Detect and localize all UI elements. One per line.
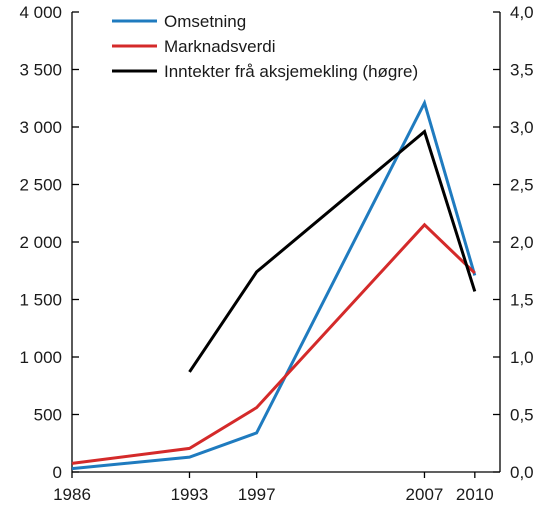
- legend-label-3: Inntekter frå aksjemekling (høgre): [164, 62, 418, 81]
- y-left-tick-label: 0: [53, 463, 62, 482]
- x-tick-label: 1986: [53, 485, 91, 504]
- y-left-tick-label: 2 500: [19, 176, 62, 195]
- y-right-tick-label: 2,5: [510, 176, 534, 195]
- series-line-3: [188, 129, 477, 373]
- legend-label-1: Omsetning: [164, 12, 246, 31]
- series-line-2: [71, 222, 476, 465]
- series-line-1: [71, 98, 477, 471]
- y-right-tick-label: 0,0: [510, 463, 534, 482]
- y-right-tick-label: 4,0: [510, 3, 534, 22]
- legend-label-2: Marknadsverdi: [164, 37, 276, 56]
- x-tick-label: 1997: [238, 485, 276, 504]
- y-left-tick-label: 1 000: [19, 348, 62, 367]
- y-right-tick-label: 0,5: [510, 406, 534, 425]
- series-layer: [71, 98, 477, 471]
- y-left-tick-label: 3 000: [19, 118, 62, 137]
- y-left-tick-label: 1 500: [19, 291, 62, 310]
- y-right-tick-label: 3,5: [510, 61, 534, 80]
- y-left-tick-label: 4 000: [19, 3, 62, 22]
- y-left-tick-label: 500: [34, 406, 62, 425]
- legend: Omsetning Marknadsverdi Inntekter frå aksj…: [112, 12, 418, 81]
- y-right-tick-label: 2,0: [510, 233, 534, 252]
- y-right-tick-label: 1,5: [510, 291, 534, 310]
- y-right-tick-label: 3,0: [510, 118, 534, 137]
- axes: 0 500 1 000 1 500 2 000 2 500 3 000 3 500 4 000 0…: [19, 3, 533, 504]
- x-tick-label: 2007: [406, 485, 444, 504]
- y-left-tick-label: 3 500: [19, 61, 62, 80]
- x-tick-label: 2010: [456, 485, 494, 504]
- y-right-tick-label: 1,0: [510, 348, 534, 367]
- y-left-tick-label: 2 000: [19, 233, 62, 252]
- x-tick-label: 1993: [171, 485, 209, 504]
